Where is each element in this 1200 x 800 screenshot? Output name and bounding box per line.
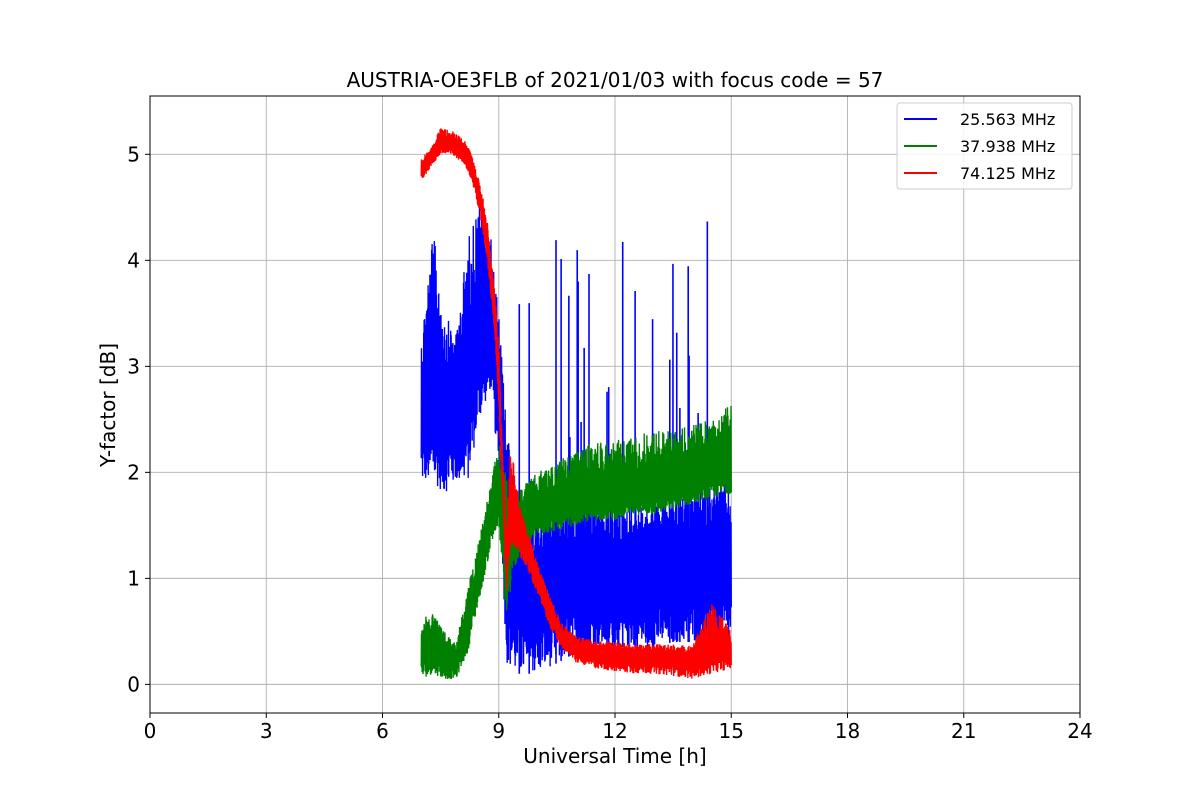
x-tick-label: 18: [835, 719, 860, 743]
legend-label: 37.938 MHz: [960, 137, 1055, 156]
x-tick-label: 6: [376, 719, 389, 743]
x-tick-label: 0: [144, 719, 157, 743]
legend-label: 25.563 MHz: [960, 110, 1055, 129]
series-2: [420, 405, 732, 679]
x-tick-label: 9: [492, 719, 505, 743]
y-tick-label: 1: [127, 566, 140, 590]
x-tick-label: 3: [260, 719, 273, 743]
legend: 25.563 MHz 37.938 MHz 74.125 MHz: [896, 102, 1073, 190]
x-axis-label: Universal Time [h]: [523, 744, 706, 768]
series-line: [420, 405, 732, 679]
chart-title: AUSTRIA-OE3FLB of 2021/01/03 with focus …: [347, 68, 884, 92]
series-3: [420, 128, 732, 679]
y-tick-label: 2: [127, 460, 140, 484]
legend-box: [896, 102, 1073, 190]
series-line: [420, 128, 732, 679]
y-axis-label: Y-factor [dB]: [96, 343, 120, 468]
x-tick-label: 12: [602, 719, 627, 743]
y-tick-label: 0: [127, 672, 140, 696]
y-tick-label: 3: [127, 354, 140, 378]
x-tick-label: 15: [719, 719, 744, 743]
plot-series: [420, 128, 732, 679]
y-tick-label: 4: [127, 248, 140, 272]
y-tick-label: 5: [127, 142, 140, 166]
x-tick-label: 24: [1067, 719, 1092, 743]
x-tick-label: 21: [951, 719, 976, 743]
legend-label: 74.125 MHz: [960, 164, 1055, 183]
